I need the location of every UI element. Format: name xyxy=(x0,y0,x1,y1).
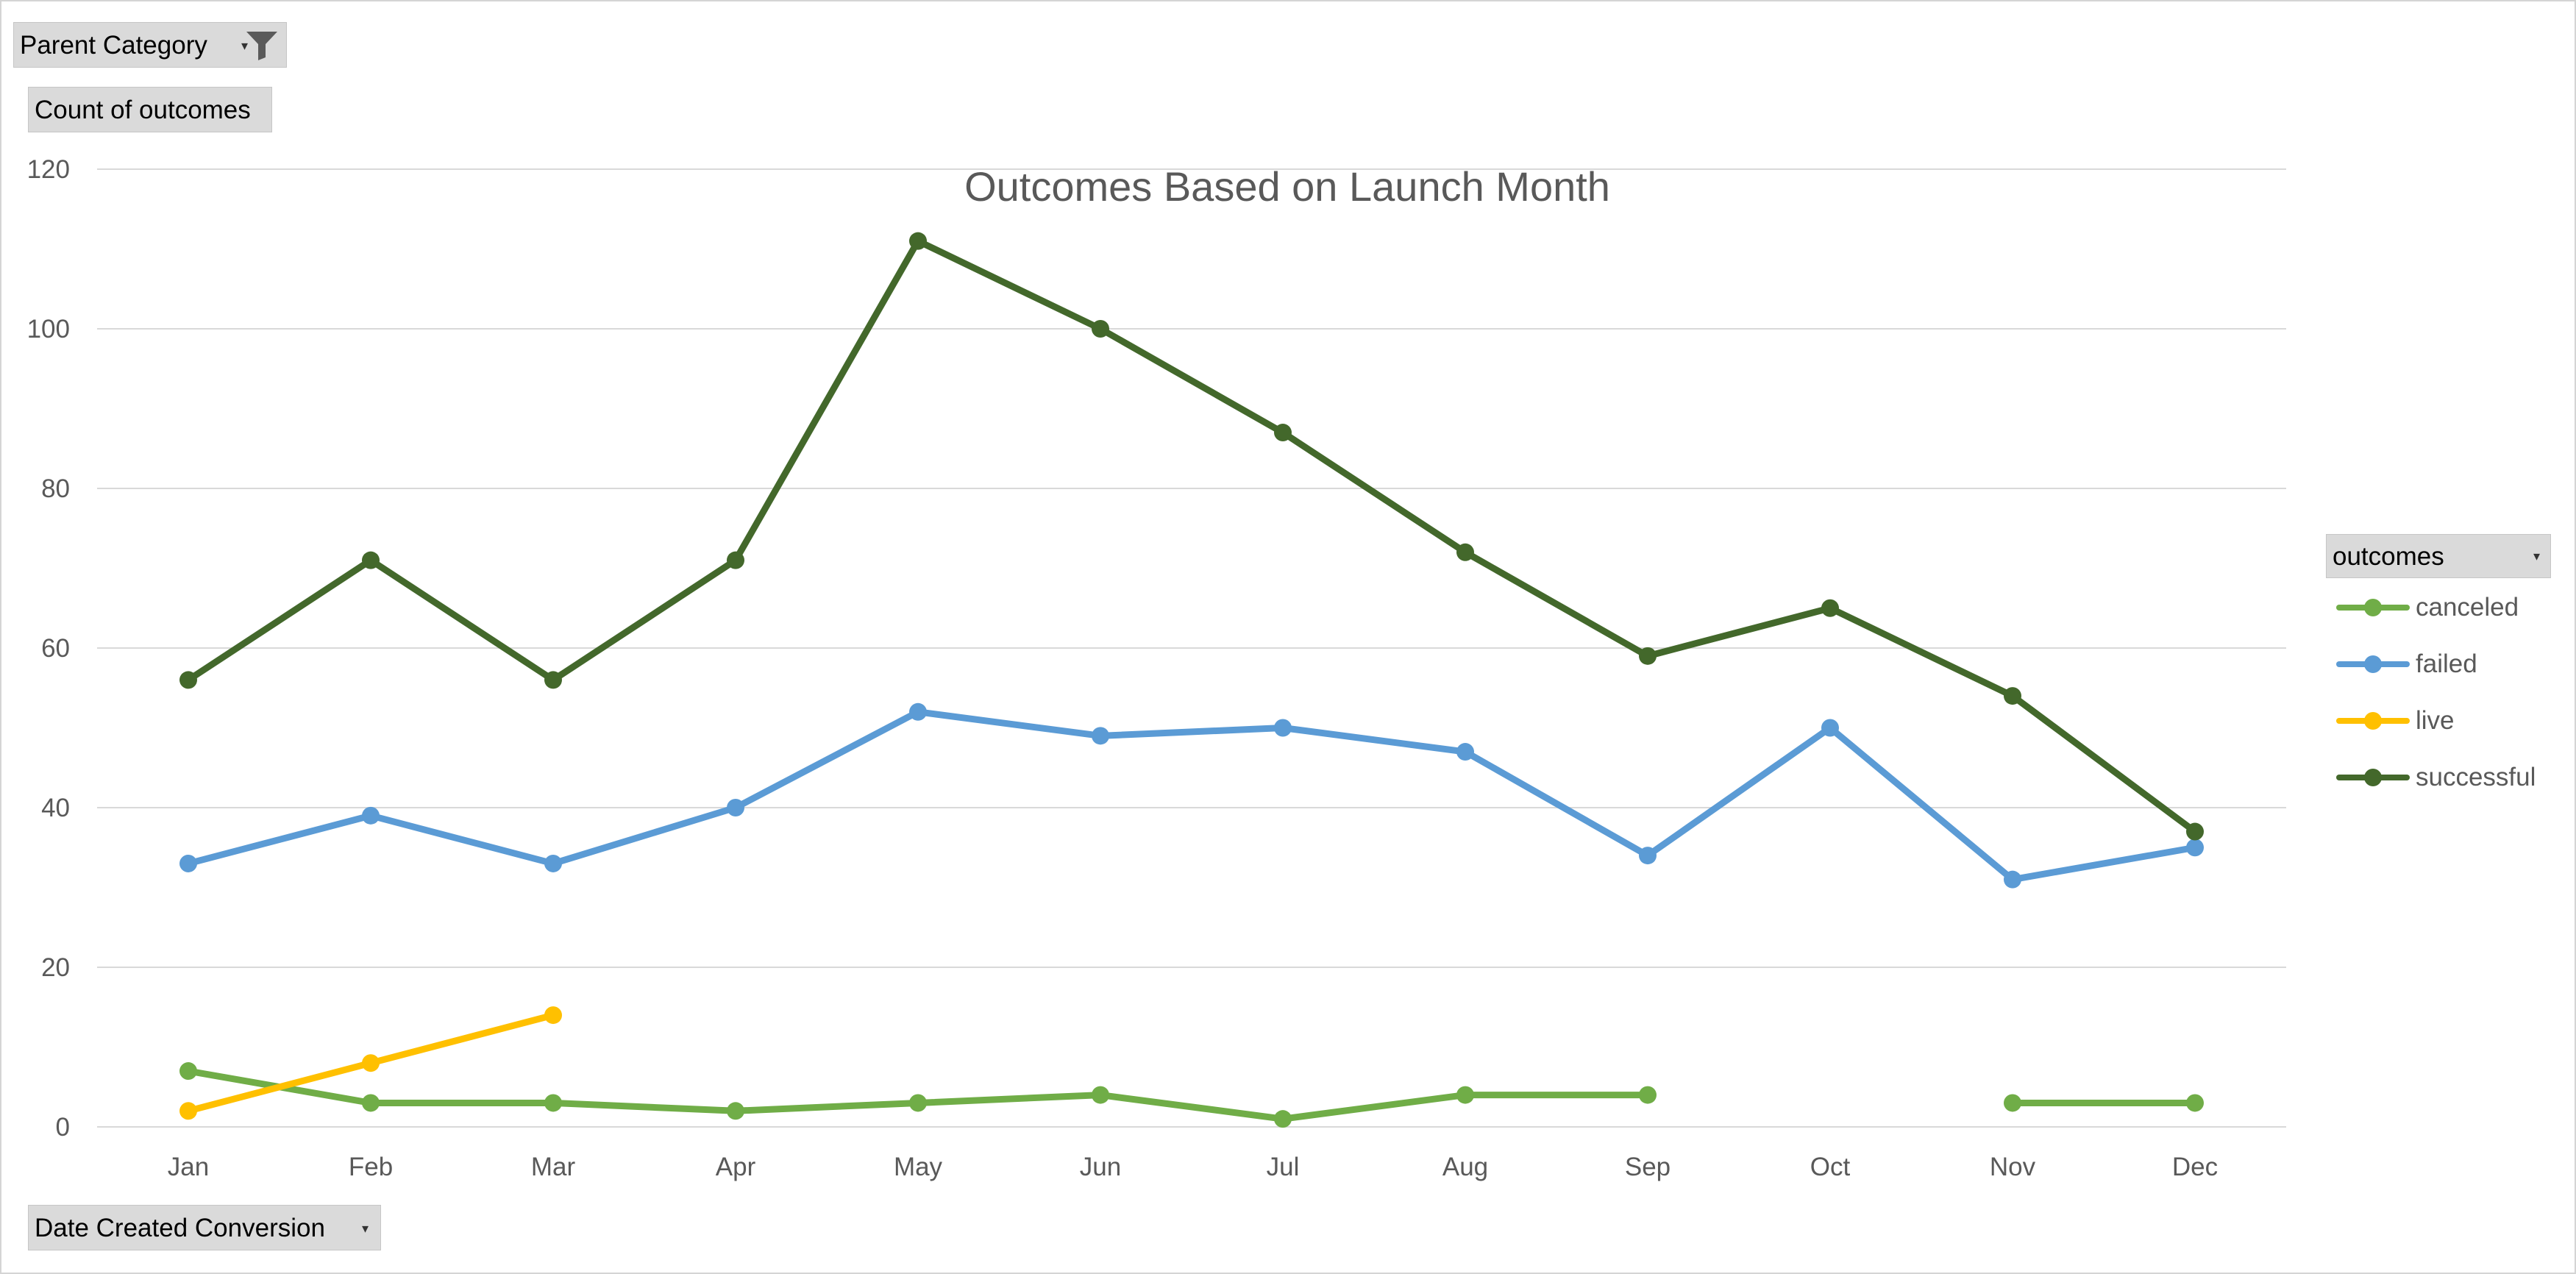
dropdown-arrow-icon: ▾ xyxy=(361,1221,369,1236)
x-tick-label: Aug xyxy=(1442,1153,1488,1181)
x-tick-label: Jun xyxy=(1080,1153,1121,1181)
data-point-successful[interactable] xyxy=(362,551,380,569)
x-tick-label: Dec xyxy=(2172,1153,2218,1181)
data-point-failed[interactable] xyxy=(179,854,197,872)
y-tick-label: 40 xyxy=(41,794,70,822)
x-tick-label: Feb xyxy=(349,1153,393,1181)
legend-button-label: outcomes xyxy=(2333,541,2444,571)
data-point-successful[interactable] xyxy=(1639,647,1657,665)
outcomes-legend-field-button[interactable]: outcomes ▾ xyxy=(2326,534,2551,578)
data-point-canceled[interactable] xyxy=(544,1094,562,1112)
filter-button-label: Parent Category xyxy=(20,30,207,60)
legend-label: successful xyxy=(2416,763,2536,791)
legend-swatch-live xyxy=(2336,712,2410,730)
x-tick-label: Jul xyxy=(1267,1153,1300,1181)
series-live xyxy=(179,1006,562,1120)
y-tick-label: 60 xyxy=(41,634,70,663)
data-point-failed[interactable] xyxy=(1639,847,1657,865)
y-tick-label: 120 xyxy=(27,155,70,184)
data-point-live[interactable] xyxy=(179,1102,197,1120)
y-tick-label: 0 xyxy=(56,1113,70,1142)
series-successful xyxy=(179,232,2204,841)
data-point-successful[interactable] xyxy=(2004,687,2021,705)
count-of-outcomes-field-button[interactable]: Count of outcomes xyxy=(28,87,272,132)
legend-swatch-successful xyxy=(2336,769,2410,786)
data-point-failed[interactable] xyxy=(1092,727,1109,745)
series-canceled xyxy=(179,1062,2204,1128)
y-tick-label: 100 xyxy=(27,315,70,344)
data-point-successful[interactable] xyxy=(1821,599,1839,617)
data-point-live[interactable] xyxy=(544,1006,562,1025)
data-point-failed[interactable] xyxy=(1821,719,1839,737)
data-point-successful[interactable] xyxy=(2186,822,2204,841)
series-line-successful xyxy=(185,238,2199,836)
data-point-canceled[interactable] xyxy=(2186,1094,2204,1112)
data-point-canceled[interactable] xyxy=(1639,1086,1657,1104)
x-tick-label: Sep xyxy=(1625,1153,1671,1181)
data-point-failed[interactable] xyxy=(909,702,927,721)
data-point-successful[interactable] xyxy=(909,232,927,250)
x-axis-tick-labels: Jan Feb Mar Apr May Jun Jul Aug Sep Oct Nov Dec xyxy=(168,1153,2218,1181)
y-tick-label: 20 xyxy=(41,953,70,982)
data-point-successful[interactable] xyxy=(1274,424,1292,442)
filter-icon[interactable] xyxy=(245,29,279,60)
legend-item-failed[interactable]: failed xyxy=(2336,650,2477,679)
data-point-successful[interactable] xyxy=(727,551,744,569)
data-point-failed[interactable] xyxy=(1274,719,1292,737)
x-tick-label: Apr xyxy=(716,1153,756,1181)
data-point-successful[interactable] xyxy=(1456,543,1474,561)
dropdown-arrow-icon: ▾ xyxy=(241,38,248,53)
legend-item-successful[interactable]: successful xyxy=(2336,763,2536,792)
axis-button-label: Date Created Conversion xyxy=(35,1213,325,1242)
data-point-failed[interactable] xyxy=(2186,839,2204,857)
data-point-failed[interactable] xyxy=(362,806,380,825)
legend-label: failed xyxy=(2416,650,2477,678)
x-tick-label: Jan xyxy=(168,1153,209,1181)
series-line-failed xyxy=(185,708,2199,883)
data-point-canceled[interactable] xyxy=(1092,1086,1109,1104)
gridlines xyxy=(97,168,2286,1128)
y-tick-label: 80 xyxy=(41,474,70,503)
parent-category-filter-button[interactable]: Parent Category ▾ xyxy=(13,22,287,68)
x-tick-label: Oct xyxy=(1810,1153,1851,1181)
series-failed xyxy=(179,702,2204,889)
data-point-failed[interactable] xyxy=(727,799,744,816)
legend-label: live xyxy=(2416,706,2455,735)
date-created-conversion-axis-button[interactable]: Date Created Conversion ▾ xyxy=(28,1205,381,1250)
data-point-failed[interactable] xyxy=(1456,743,1474,761)
legend-item-live[interactable]: live xyxy=(2336,706,2455,736)
x-tick-label: Nov xyxy=(1990,1153,2036,1181)
data-point-canceled[interactable] xyxy=(727,1102,744,1120)
data-point-canceled[interactable] xyxy=(179,1062,197,1081)
data-point-canceled[interactable] xyxy=(362,1094,380,1112)
x-tick-label: May xyxy=(894,1153,943,1181)
data-point-canceled[interactable] xyxy=(2004,1094,2021,1112)
legend-swatch-canceled xyxy=(2336,599,2410,616)
data-point-successful[interactable] xyxy=(179,671,197,689)
x-tick-label: Mar xyxy=(531,1153,576,1181)
y-axis-tick-labels: 0 20 40 60 80 100 120 xyxy=(27,155,70,1142)
data-point-successful[interactable] xyxy=(544,671,562,689)
legend-swatch-failed xyxy=(2336,655,2410,673)
dropdown-arrow-icon: ▾ xyxy=(2533,549,2540,563)
data-point-canceled[interactable] xyxy=(1456,1086,1474,1104)
data-point-canceled[interactable] xyxy=(1274,1110,1292,1128)
legend-item-canceled[interactable]: canceled xyxy=(2336,593,2519,622)
data-point-failed[interactable] xyxy=(2004,870,2021,889)
data-point-failed[interactable] xyxy=(544,854,562,872)
legend-label: canceled xyxy=(2416,593,2519,622)
data-point-canceled[interactable] xyxy=(909,1094,927,1112)
series-lines xyxy=(179,232,2204,1128)
values-button-label: Count of outcomes xyxy=(35,95,251,124)
data-point-live[interactable] xyxy=(362,1054,380,1072)
chart-title: Outcomes Based on Launch Month xyxy=(964,163,1610,210)
data-point-successful[interactable] xyxy=(1092,320,1109,338)
